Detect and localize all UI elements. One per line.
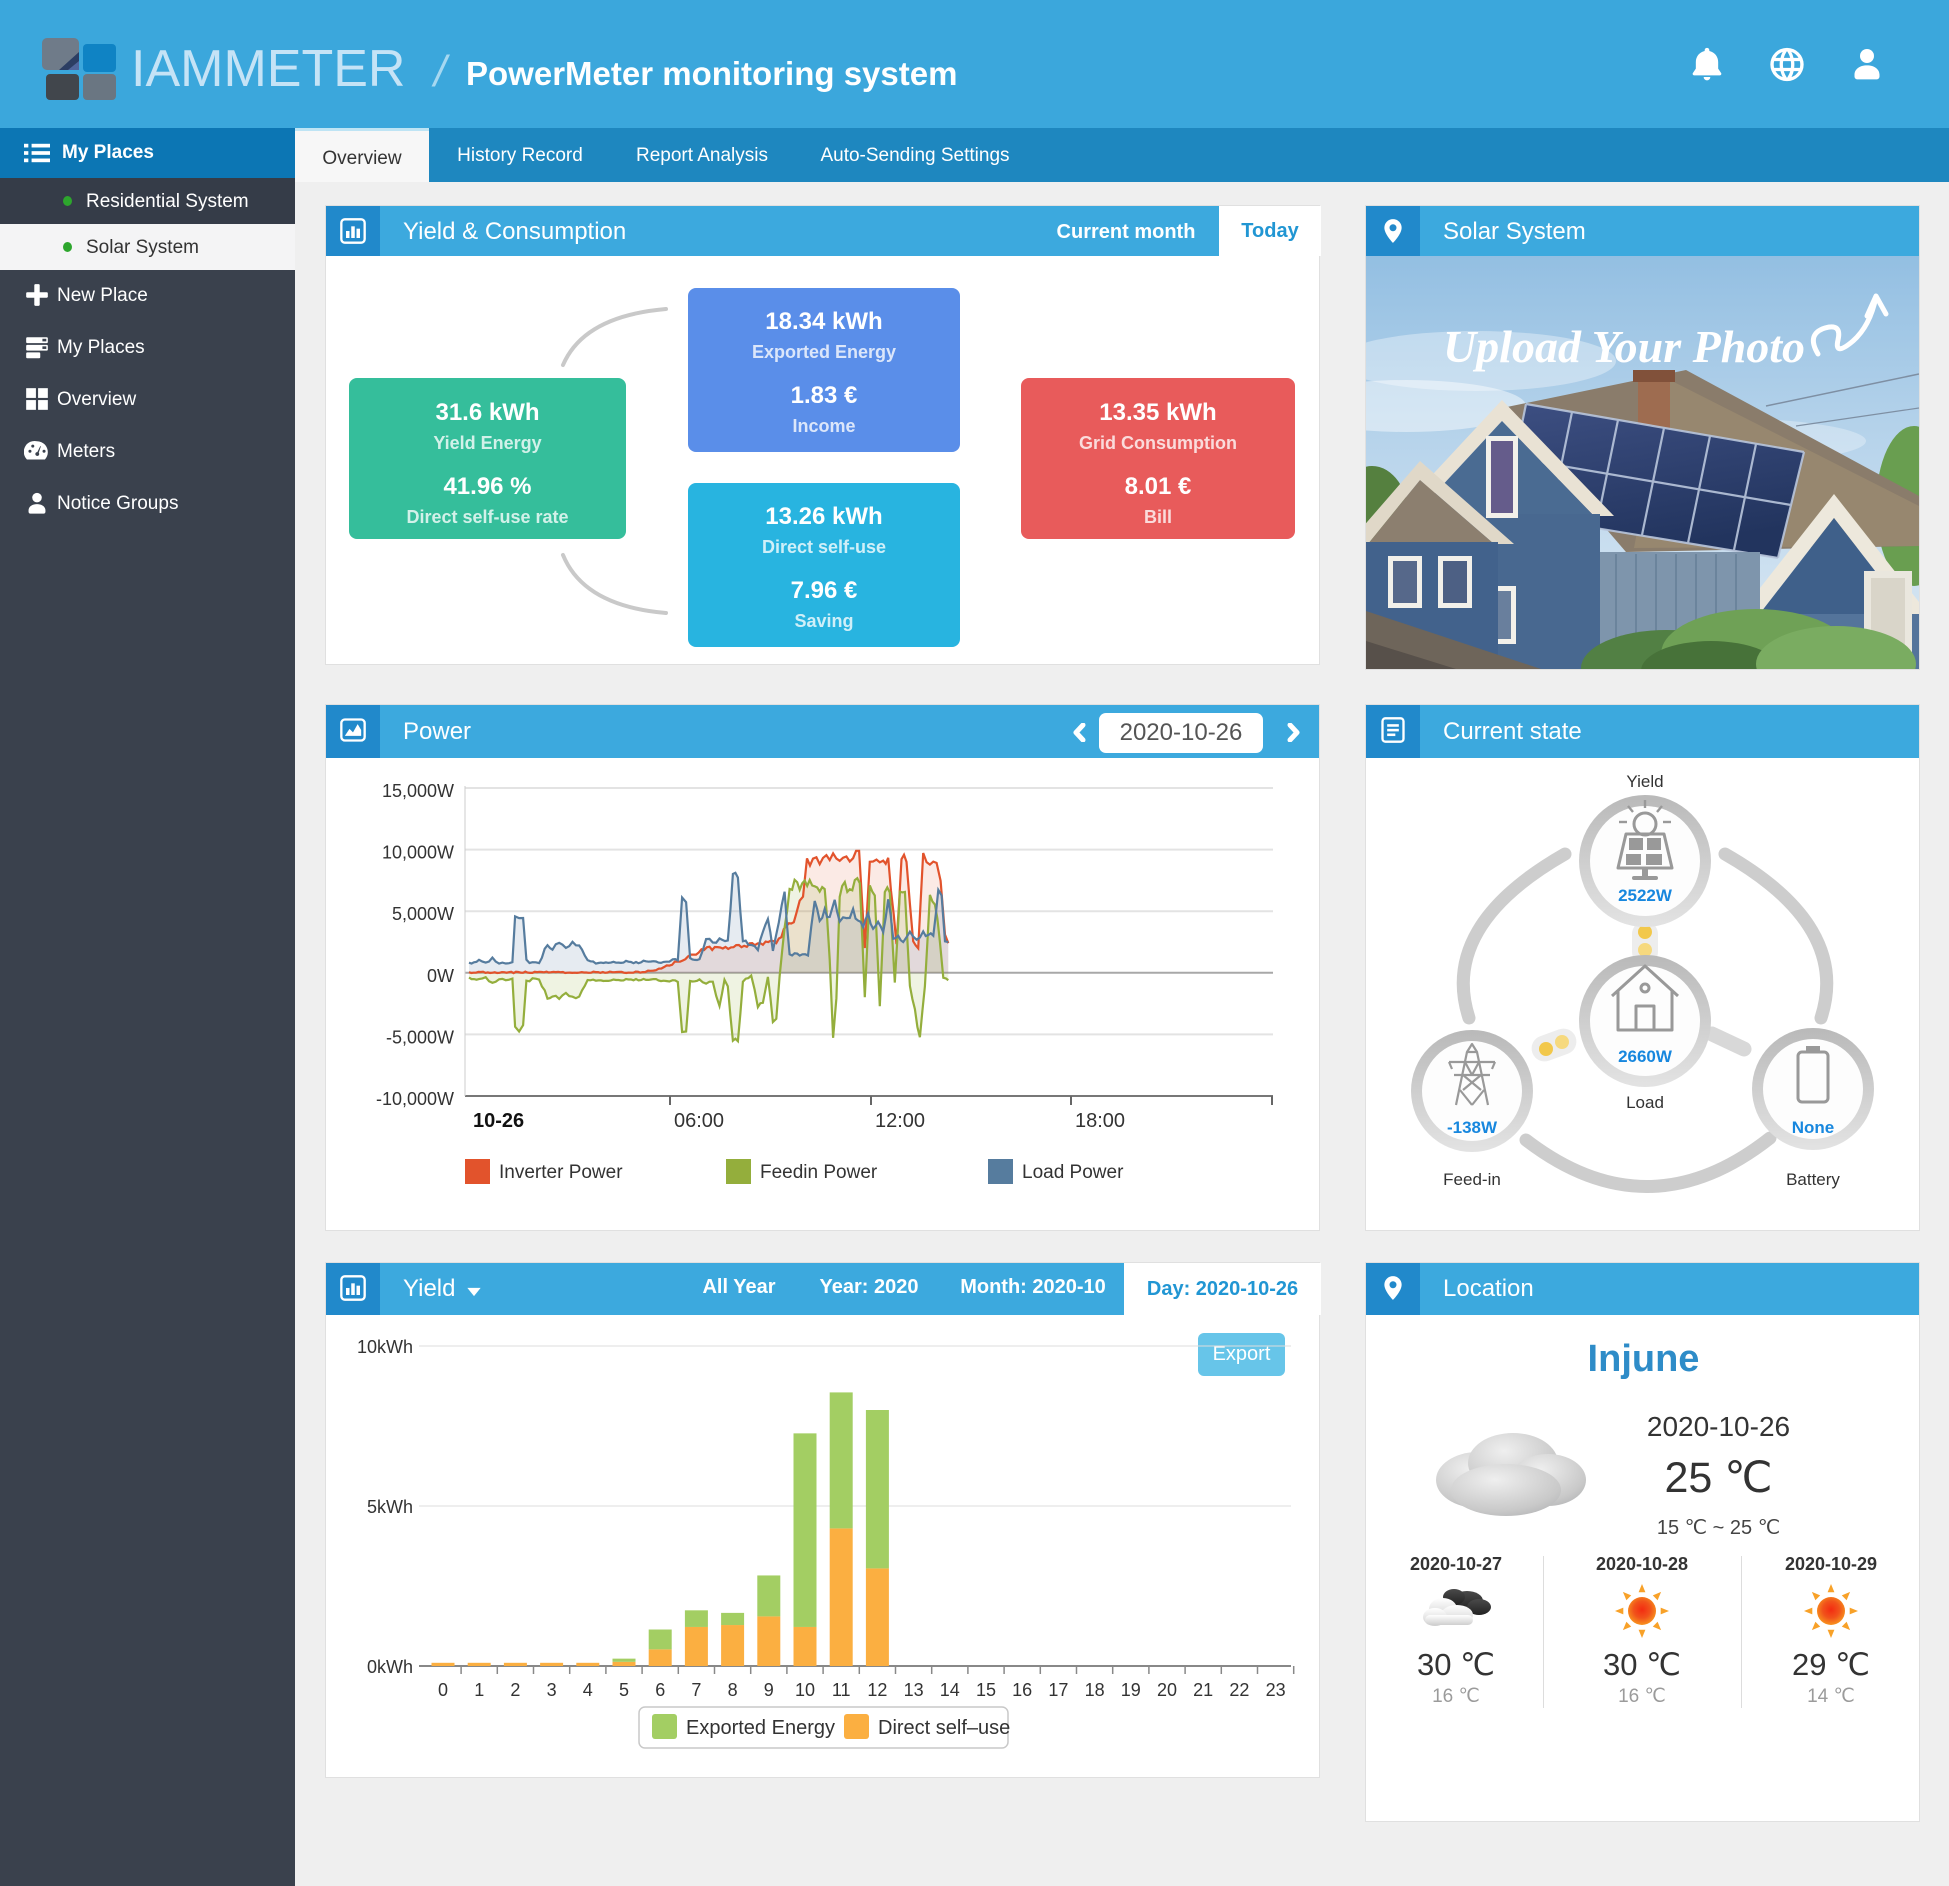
svg-text:7: 7 bbox=[691, 1680, 701, 1700]
svg-text:Load: Load bbox=[1626, 1093, 1664, 1112]
svg-text:10-26: 10-26 bbox=[473, 1110, 524, 1132]
svg-text:-138W: -138W bbox=[1447, 1118, 1498, 1137]
svg-text:10,000W: 10,000W bbox=[382, 843, 454, 863]
svg-text:15: 15 bbox=[976, 1680, 996, 1700]
svg-text:11: 11 bbox=[832, 1680, 851, 1700]
svg-text:06:00: 06:00 bbox=[674, 1110, 724, 1132]
svg-text:6: 6 bbox=[655, 1680, 665, 1700]
svg-text:1: 1 bbox=[474, 1680, 484, 1700]
svg-text:0W: 0W bbox=[427, 966, 454, 986]
svg-text:22: 22 bbox=[1229, 1680, 1249, 1700]
svg-text:13: 13 bbox=[904, 1680, 924, 1700]
svg-text:15,000W: 15,000W bbox=[382, 781, 454, 801]
svg-text:2: 2 bbox=[510, 1680, 520, 1700]
svg-text:10kWh: 10kWh bbox=[357, 1337, 413, 1357]
svg-text:3: 3 bbox=[547, 1680, 557, 1700]
svg-text:17: 17 bbox=[1048, 1680, 1068, 1700]
svg-text:20: 20 bbox=[1157, 1680, 1177, 1700]
svg-text:12:00: 12:00 bbox=[875, 1110, 925, 1132]
svg-text:14: 14 bbox=[940, 1680, 960, 1700]
svg-text:Load Power: Load Power bbox=[1022, 1162, 1124, 1183]
svg-text:5,000W: 5,000W bbox=[392, 904, 454, 924]
svg-text:10: 10 bbox=[795, 1680, 815, 1700]
svg-text:0: 0 bbox=[438, 1680, 448, 1700]
svg-text:Feedin Power: Feedin Power bbox=[760, 1162, 878, 1183]
svg-text:-5,000W: -5,000W bbox=[386, 1027, 454, 1047]
svg-text:12: 12 bbox=[867, 1680, 887, 1700]
svg-text:Inverter Power: Inverter Power bbox=[499, 1162, 623, 1183]
svg-text:-10,000W: -10,000W bbox=[376, 1089, 454, 1109]
svg-text:8: 8 bbox=[728, 1680, 738, 1700]
svg-text:19: 19 bbox=[1121, 1680, 1141, 1700]
svg-text:21: 21 bbox=[1193, 1680, 1213, 1700]
svg-text:4: 4 bbox=[583, 1680, 593, 1700]
svg-text:Battery: Battery bbox=[1786, 1170, 1840, 1189]
svg-text:9: 9 bbox=[764, 1680, 774, 1700]
svg-text:0kWh: 0kWh bbox=[367, 1657, 413, 1677]
svg-text:5kWh: 5kWh bbox=[367, 1497, 413, 1517]
svg-text:None: None bbox=[1792, 1118, 1835, 1137]
svg-text:Direct self–use: Direct self–use bbox=[878, 1717, 1010, 1739]
svg-text:Exported Energy: Exported Energy bbox=[686, 1717, 835, 1739]
svg-text:16: 16 bbox=[1012, 1680, 1032, 1700]
svg-text:2660W: 2660W bbox=[1618, 1047, 1673, 1066]
svg-text:Yield: Yield bbox=[1626, 772, 1663, 791]
svg-text:23: 23 bbox=[1266, 1680, 1286, 1700]
svg-text:Feed-in: Feed-in bbox=[1443, 1170, 1501, 1189]
svg-text:5: 5 bbox=[619, 1680, 629, 1700]
svg-text:2522W: 2522W bbox=[1618, 886, 1673, 905]
svg-text:18:00: 18:00 bbox=[1075, 1110, 1125, 1132]
svg-text:18: 18 bbox=[1085, 1680, 1105, 1700]
svg-text:Upload Your Photo: Upload Your Photo bbox=[1443, 321, 1805, 372]
